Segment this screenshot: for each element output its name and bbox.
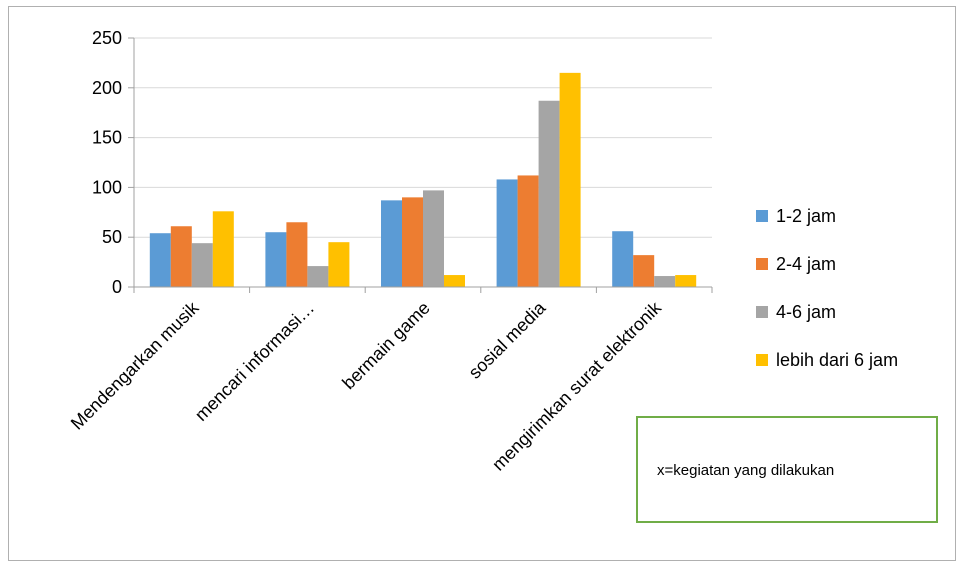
bars [149,72,697,287]
legend-label: 1-2 jam [776,206,836,226]
bar [149,233,171,287]
bar [286,222,308,287]
x-tick-label: bermain game [338,298,434,394]
bar [496,179,518,287]
bar [381,200,402,287]
legend-swatch [756,354,768,366]
bar [654,276,676,287]
y-tick-label: 0 [112,277,122,297]
bar [517,175,539,287]
bar [633,255,655,287]
x-tick-label: sosial media [465,297,551,383]
x-tick-label: mencari informasi… [191,298,318,425]
axes [128,37,713,293]
bar [328,242,350,287]
bar [559,72,581,287]
bar [423,190,444,287]
legend-label: 2-4 jam [776,254,836,274]
legend-swatch [756,306,768,318]
y-tick-labels: 0 50 100 150 200 250 [92,28,122,297]
bar [191,243,213,287]
bar [212,211,234,287]
bar [444,275,465,287]
bar [538,100,560,287]
y-tick-label: 200 [92,78,122,98]
y-tick-label: 250 [92,28,122,48]
note-text: x=kegiatan yang dilakukan [657,462,835,479]
legend-label: 4-6 jam [776,302,836,322]
y-tick-label: 100 [92,177,122,197]
x-tick-label: Mendengarkan musik [67,297,204,434]
bar [675,275,697,287]
legend: 1-2 jam 2-4 jam 4-6 jam lebih dari 6 jam [756,206,898,370]
bar [612,231,634,287]
legend-swatch [756,210,768,222]
y-tick-label: 150 [92,128,122,148]
legend-swatch [756,258,768,270]
legend-label: lebih dari 6 jam [776,350,898,370]
y-tick-label: 50 [102,227,122,247]
bar [265,232,287,287]
note-box: x=kegiatan yang dilakukan [636,416,938,523]
bar [402,197,423,287]
bar [170,226,192,287]
bar [307,266,329,287]
